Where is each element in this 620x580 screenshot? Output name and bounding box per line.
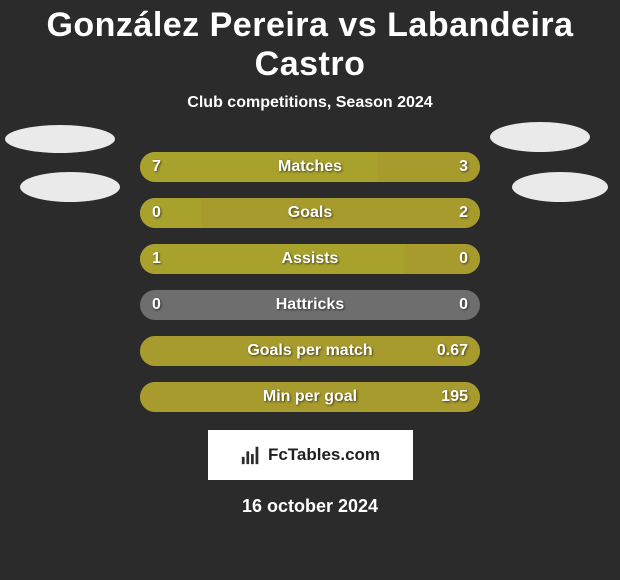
decorative-ellipse	[490, 122, 590, 152]
stat-label: Min per goal	[140, 382, 480, 412]
stat-value-player1: 7	[152, 152, 161, 182]
stat-value-player1: 1	[152, 244, 161, 274]
stat-value-player2: 3	[459, 152, 468, 182]
stat-row: Matches7 3	[0, 152, 620, 182]
source-badge: FcTables.com	[208, 430, 413, 480]
stat-label: Goals	[140, 198, 480, 228]
stat-row: Goals per match0.67	[0, 336, 620, 366]
stat-value-player2: 2	[459, 198, 468, 228]
stat-value-player1: 0	[152, 198, 161, 228]
stat-label: Matches	[140, 152, 480, 182]
stat-label: Goals per match	[140, 336, 480, 366]
date-text: 16 october 2024	[0, 496, 620, 517]
stat-value-player2: 0	[459, 244, 468, 274]
stat-row: Min per goal195	[0, 382, 620, 412]
stat-value-player1: 0	[152, 290, 161, 320]
badge-text: FcTables.com	[268, 445, 380, 465]
page-title: González Pereira vs Labandeira Castro	[0, 0, 620, 84]
stat-value-player2: 0.67	[437, 336, 468, 366]
stat-row: Hattricks0 0	[0, 290, 620, 320]
stat-row: Goals0 2	[0, 198, 620, 228]
decorative-ellipse	[5, 125, 115, 153]
subtitle: Club competitions, Season 2024	[0, 94, 620, 112]
stat-value-player2: 0	[459, 290, 468, 320]
stat-label: Assists	[140, 244, 480, 274]
bar-chart-icon	[240, 444, 262, 466]
stat-label: Hattricks	[140, 290, 480, 320]
stat-value-player2: 195	[441, 382, 468, 412]
stat-row: Assists1 0	[0, 244, 620, 274]
